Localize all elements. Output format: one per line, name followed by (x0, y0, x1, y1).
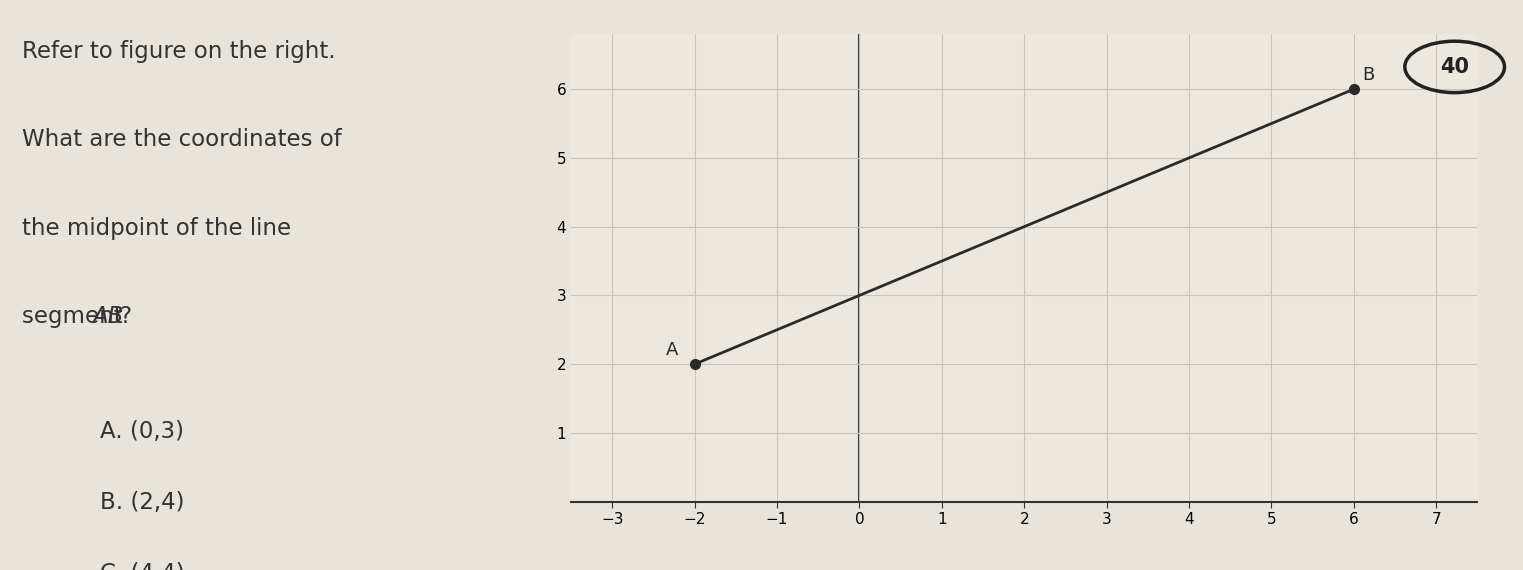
Text: A. (0,3): A. (0,3) (101, 420, 184, 443)
Text: B. (2,4): B. (2,4) (101, 491, 184, 514)
Text: C. (4,4): C. (4,4) (101, 562, 184, 570)
Text: AB: AB (91, 305, 123, 328)
Text: the midpoint of the line: the midpoint of the line (23, 217, 291, 239)
Text: B: B (1362, 66, 1374, 84)
Text: What are the coordinates of: What are the coordinates of (23, 128, 343, 151)
Text: segment: segment (23, 305, 129, 328)
Text: 40: 40 (1441, 57, 1470, 77)
Text: Refer to figure on the right.: Refer to figure on the right. (23, 40, 337, 63)
Text: ?: ? (119, 305, 131, 328)
Text: A: A (666, 341, 678, 359)
